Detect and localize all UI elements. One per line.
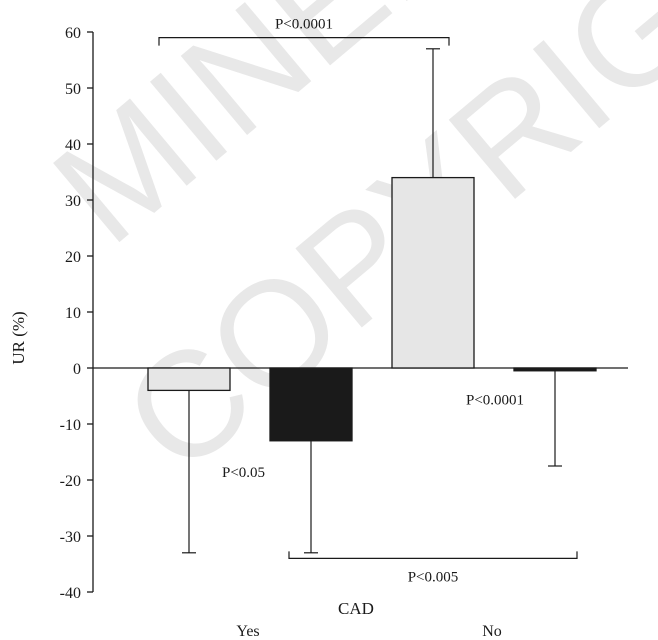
y-tick-label: -10 bbox=[60, 417, 81, 434]
significance-bracket bbox=[288, 551, 578, 559]
y-tick-label: 40 bbox=[65, 137, 81, 154]
bar bbox=[147, 367, 231, 392]
x-group-label: No bbox=[482, 623, 502, 640]
p-value-label: P<0.05 bbox=[222, 465, 265, 481]
p-value-label: P<0.0001 bbox=[275, 17, 333, 33]
x-axis-title: CAD bbox=[338, 599, 374, 618]
y-axis-title: UR (%) bbox=[9, 311, 28, 364]
bar bbox=[269, 367, 353, 442]
y-tick-label: -30 bbox=[60, 529, 81, 546]
y-tick-label: -20 bbox=[60, 473, 81, 490]
p-value-label: P<0.005 bbox=[408, 569, 459, 585]
y-tick-label: 50 bbox=[65, 81, 81, 98]
y-tick-label: 20 bbox=[65, 249, 81, 266]
y-tick-label: -40 bbox=[60, 585, 81, 602]
significance-bracket bbox=[158, 37, 450, 46]
y-tick-label: 10 bbox=[65, 305, 81, 322]
y-tick-label: 30 bbox=[65, 193, 81, 210]
bar bbox=[513, 367, 597, 372]
axes: 60 50 40 30 20 10 0 -10 -20 -30 -40 Yes No bbox=[60, 25, 628, 640]
bars bbox=[147, 48, 597, 554]
x-group-label: Yes bbox=[236, 623, 259, 640]
y-tick-label: 0 bbox=[73, 361, 81, 378]
p-value-label: P<0.0001 bbox=[466, 392, 524, 408]
annotations: P<0.0001 P<0.005 P<0.05 P<0.0001 bbox=[158, 17, 578, 585]
bar bbox=[391, 176, 475, 369]
y-tick-label: 60 bbox=[65, 25, 81, 42]
